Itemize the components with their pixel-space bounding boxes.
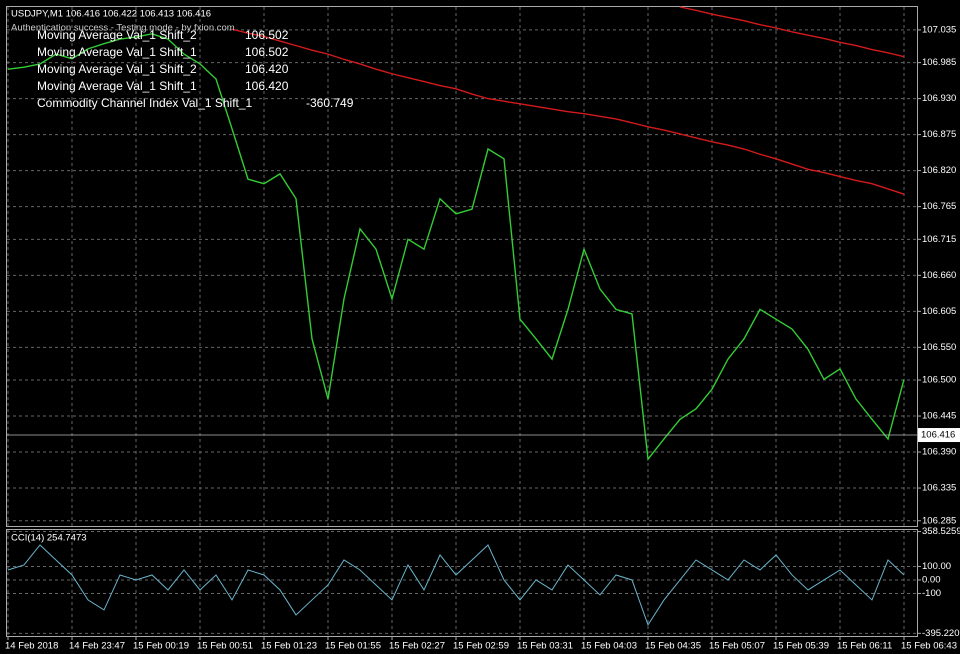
indicator-name: Commodity Channel Index Val_1 Shift_1: [37, 96, 253, 110]
x-tick-label: 15 Feb 00:19: [133, 641, 189, 652]
x-tick-label: 15 Feb 01:55: [325, 641, 381, 652]
chart-subtitle: Authentication success - Testing mode - …: [11, 23, 235, 34]
series-layer: [7, 6, 917, 627]
label-layer: USDJPY,M1 106.416 106.422 106.413 106.41…: [5, 9, 960, 652]
indicator-name: Moving Average Val_1 Shift_2: [37, 28, 197, 42]
series-line: [679, 6, 905, 58]
price-panel-frame: [6, 6, 918, 527]
y-tick-label: -100: [922, 588, 941, 599]
x-tick-label: 15 Feb 02:27: [389, 641, 445, 652]
x-tick-label: 15 Feb 04:35: [645, 641, 701, 652]
cci-panel-frame: [6, 529, 918, 637]
y-tick-label: 0.00: [922, 574, 941, 585]
y-tick-label: 106.500: [922, 375, 956, 386]
grid-layer: [7, 7, 921, 640]
y-tick-label: 106.390: [922, 447, 956, 458]
y-tick-label: 106.715: [922, 234, 956, 245]
y-tick-label: 106.605: [922, 306, 956, 317]
x-tick-label: 15 Feb 01:23: [261, 641, 317, 652]
y-tick-label: 106.335: [922, 483, 956, 494]
x-tick-label: 15 Feb 05:39: [773, 641, 829, 652]
x-tick-label: 14 Feb 23:47: [69, 641, 125, 652]
x-tick-label: 15 Feb 03:31: [517, 641, 573, 652]
y-tick-label: 106.875: [922, 129, 956, 140]
y-tick-label: 106.445: [922, 411, 956, 422]
series-line: [231, 28, 905, 195]
y-tick-label: 106.550: [922, 342, 956, 353]
indicator-value: 106.420: [245, 62, 289, 76]
y-tick-label: 106.660: [922, 270, 956, 281]
y-tick-label: 106.985: [922, 57, 956, 68]
x-tick-label: 15 Feb 02:59: [453, 641, 509, 652]
indicator-value: 106.502: [245, 45, 289, 59]
y-tick-label: 107.035: [922, 24, 956, 35]
x-tick-label: 15 Feb 06:11: [837, 641, 892, 652]
indicator-value: 106.502: [245, 28, 289, 42]
x-tick-label: 15 Feb 00:51: [197, 641, 253, 652]
y-tick-label: 106.820: [922, 165, 956, 176]
y-tick-label: 106.930: [922, 93, 956, 104]
series-line: [7, 33, 905, 462]
y-tick-label: 100.00: [922, 561, 951, 572]
indicator-name: Moving Average Val_1 Shift_1: [37, 45, 197, 59]
current-price-box: [918, 428, 960, 443]
y-tick-label: 358.5259: [922, 526, 960, 537]
x-tick-label: 15 Feb 05:07: [709, 641, 765, 652]
indicator-value: -360.749: [306, 96, 354, 110]
y-tick-label: 106.765: [922, 201, 956, 212]
indicator-value: 106.420: [245, 79, 289, 93]
series-line: [7, 544, 905, 627]
indicator-name: Moving Average Val_1 Shift_2: [37, 62, 197, 76]
x-tick-label: 14 Feb 2018: [5, 641, 58, 652]
indicator-name: Moving Average Val_1 Shift_1: [37, 79, 197, 93]
chart-title: USDJPY,M1 106.416 106.422 106.413 106.41…: [11, 9, 211, 20]
y-tick-label: -395.2207: [922, 628, 960, 639]
x-tick-label: 15 Feb 04:03: [581, 641, 637, 652]
y-tick-label: 106.285: [922, 515, 956, 526]
x-tick-label: 15 Feb 06:43: [901, 641, 957, 652]
cci-title: CCI(14) 254.7473: [11, 533, 87, 544]
current-price-label: 106.416: [921, 430, 955, 441]
